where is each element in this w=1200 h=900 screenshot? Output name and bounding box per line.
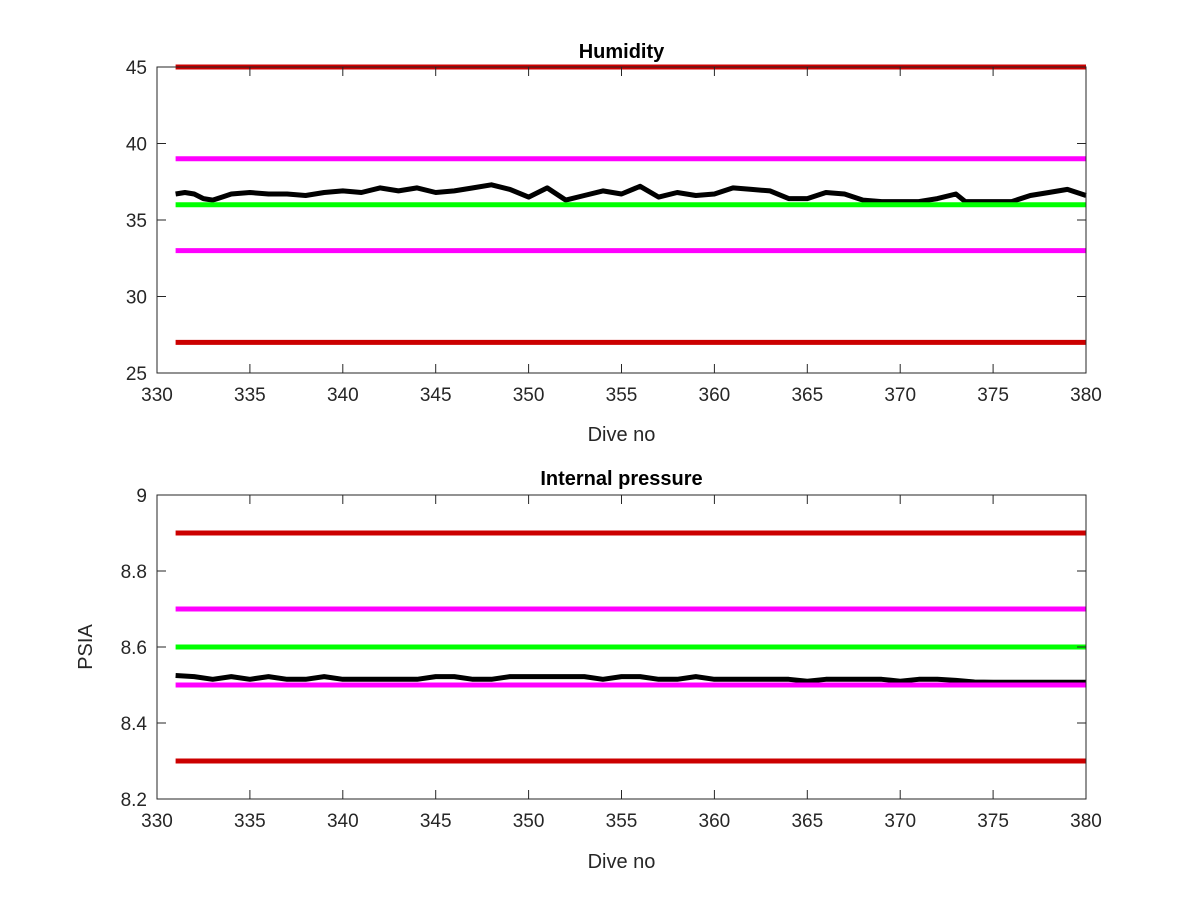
chart-title: Internal pressure xyxy=(540,468,702,490)
x-tick-label: 370 xyxy=(884,385,916,406)
x-tick-label: 350 xyxy=(513,385,545,406)
x-tick-label: 345 xyxy=(420,385,452,406)
x-tick-label: 335 xyxy=(234,811,266,832)
chart-title: Humidity xyxy=(579,41,665,63)
x-tick-label: 335 xyxy=(234,385,266,406)
y-tick-label: 8.2 xyxy=(121,790,147,811)
x-tick-label: 330 xyxy=(141,811,173,832)
x-tick-label: 380 xyxy=(1070,385,1102,406)
x-tick-label: 380 xyxy=(1070,811,1102,832)
chart-pressure: 330 335 340 345 350 355 360 365 370 375 380 8.2 8.4 8… xyxy=(75,468,1102,873)
x-tick-label: 340 xyxy=(327,385,359,406)
x-axis-label: Dive no xyxy=(588,851,656,873)
chart-humidity: 330 335 340 345 350 355 360 365 370 375 380 25 30 35 4… xyxy=(126,41,1102,446)
y-tick-label: 45 xyxy=(126,58,147,79)
x-tick-label: 375 xyxy=(977,385,1009,406)
x-tick-label: 360 xyxy=(699,811,731,832)
x-tick-label: 350 xyxy=(513,811,545,832)
x-axis-label: Dive no xyxy=(588,424,656,446)
x-tick-label: 345 xyxy=(420,811,452,832)
x-tick-label: 365 xyxy=(791,385,823,406)
y-tick-label: 25 xyxy=(126,364,147,385)
y-tick-label: 8.4 xyxy=(121,714,148,735)
x-tick-label: 370 xyxy=(884,811,916,832)
x-tick-label: 330 xyxy=(141,385,173,406)
y-tick-label: 40 xyxy=(126,135,147,156)
x-tick-label: 360 xyxy=(699,385,731,406)
y-tick-label: 8.8 xyxy=(121,562,147,583)
x-tick-label: 355 xyxy=(606,385,638,406)
y-axis-label: PSIA xyxy=(75,624,97,670)
data-series-line xyxy=(175,182,1087,205)
plot-area xyxy=(157,67,1086,373)
x-tick-label: 355 xyxy=(606,811,638,832)
y-tick-label: 35 xyxy=(126,211,147,232)
y-tick-label: 30 xyxy=(126,288,147,309)
y-tick-label: 8.6 xyxy=(121,638,147,659)
y-tick-label: 9 xyxy=(136,486,147,507)
x-tick-label: 375 xyxy=(977,811,1009,832)
data-series-line xyxy=(175,673,1086,685)
x-tick-label: 365 xyxy=(791,811,823,832)
x-tick-label: 340 xyxy=(327,811,359,832)
